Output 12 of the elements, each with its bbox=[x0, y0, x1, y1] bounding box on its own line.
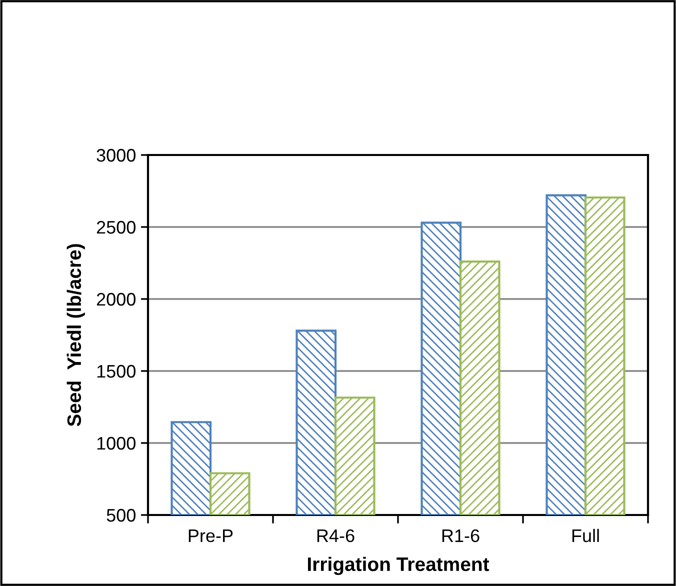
x-tick-label: Full bbox=[572, 528, 599, 542]
y-tick-label: 500 bbox=[106, 508, 136, 522]
y-tick-label: 1500 bbox=[97, 364, 136, 378]
y-tick-label: 1000 bbox=[97, 436, 136, 450]
x-tick-label: R4-6 bbox=[317, 529, 354, 542]
y-tick-label: 3000 bbox=[96, 148, 136, 162]
x-tick-label: R1-6 bbox=[442, 529, 480, 542]
y-axis-title: Seed Yiedl (lb/acre) bbox=[66, 244, 85, 426]
x-tick-label: Pre-P bbox=[188, 530, 233, 542]
y-tick-label: 2000 bbox=[96, 292, 136, 306]
y-tick-label: 2500 bbox=[96, 220, 136, 234]
x-axis-title: Irrigation Treatment bbox=[308, 556, 490, 576]
